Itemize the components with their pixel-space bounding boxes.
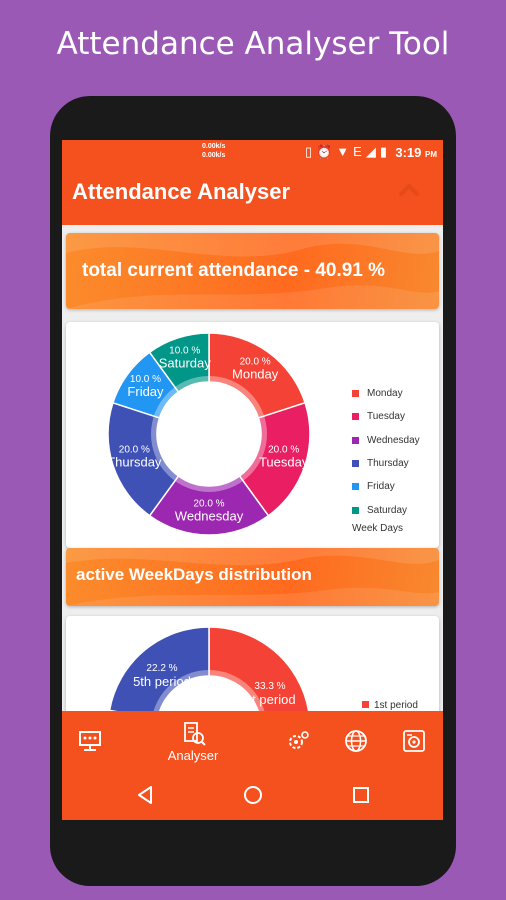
legend-swatch xyxy=(352,460,359,468)
globe-icon xyxy=(345,730,367,752)
legend-item-tuesday: Tuesday xyxy=(352,405,420,428)
clock-time: 3:19 xyxy=(395,145,422,160)
legend-swatch xyxy=(352,483,359,491)
legend-swatch xyxy=(352,506,359,514)
legend-swatch xyxy=(352,390,359,398)
slice-category-label: 1st period xyxy=(238,692,295,707)
slice-category-label: Tuesday xyxy=(259,454,309,469)
legend-label: Friday xyxy=(367,481,395,493)
chevron-up-icon[interactable] xyxy=(397,181,421,197)
nav-settings[interactable] xyxy=(398,711,430,771)
legend-item-saturday: Saturday xyxy=(352,498,420,521)
slice-tuesday[interactable] xyxy=(238,401,311,517)
distribution-banner: active WeekDays distribution xyxy=(66,548,439,606)
monitor-icon xyxy=(79,731,101,751)
app-bar: Attendance Analyser xyxy=(62,165,443,225)
net-down-speed: 0.00k/s xyxy=(202,152,226,159)
legend-label: Tuesday xyxy=(367,411,405,423)
recents-icon[interactable] xyxy=(349,783,373,807)
analyser-icon xyxy=(184,721,206,746)
weekday-legend: Monday Tuesday Wednesday Thursday Friday Satu… xyxy=(352,382,420,534)
slice-value-label: 33.3 % xyxy=(254,681,285,692)
slice-value-label: 10.0 % xyxy=(130,374,161,385)
phone-screen: 0.00k/s 0.00k/s ▯⏰▼E◢▮ 3:19 PM Attendanc… xyxy=(62,140,443,820)
home-icon[interactable] xyxy=(241,783,265,807)
network-speed: 0.00k/s 0.00k/s xyxy=(202,142,225,160)
nav-schedule[interactable] xyxy=(282,711,314,771)
legend-swatch xyxy=(362,701,369,708)
legend-item-thursday: Thursday xyxy=(352,452,420,475)
slice-category-label: Friday xyxy=(127,384,164,399)
battery-icon: ▮ xyxy=(379,144,391,159)
attendance-banner: total current attendance - 40.91 % xyxy=(66,233,439,309)
banner-wave-decoration xyxy=(66,548,439,606)
slice-category-label: Saturday xyxy=(159,355,212,370)
slice-5th-period[interactable] xyxy=(108,626,210,711)
slice-value-label: 20.0 % xyxy=(268,444,299,455)
nav-global[interactable] xyxy=(340,711,372,771)
slice-value-label: 20.0 % xyxy=(193,499,224,510)
distribution-text: active WeekDays distribution xyxy=(76,565,312,584)
clock-ampm: PM xyxy=(425,150,437,159)
slice-category-label: Thursday xyxy=(107,454,162,469)
signal-icon: E◢ xyxy=(353,144,380,159)
alarm-icon: ⏰ xyxy=(316,144,337,159)
legend-swatch xyxy=(352,413,359,421)
slice-value-label: 20.0 % xyxy=(240,356,271,367)
banner-wave-decoration xyxy=(66,233,439,309)
slice-value-label: 10.0 % xyxy=(169,345,200,356)
legend-item-friday: Friday xyxy=(352,475,420,498)
clock: 3:19 PM xyxy=(395,145,437,160)
gear-person-icon xyxy=(289,731,309,749)
legend-label: Saturday xyxy=(367,504,408,516)
bottom-navigation: Analyser xyxy=(62,711,443,771)
legend-item-wednesday: Wednesday xyxy=(352,429,420,452)
period-donut-chart[interactable]: 22.2 %5th period 33.3 %1st period 1st peri… xyxy=(62,616,443,711)
app-title: Attendance Analyser xyxy=(72,179,291,204)
settings-icon xyxy=(403,730,425,752)
slice-saturday[interactable] xyxy=(148,332,210,393)
donut-hole xyxy=(160,677,258,711)
nav-dashboard[interactable] xyxy=(74,711,106,771)
system-navigation-bar xyxy=(62,771,443,820)
slice-category-label: 5th period xyxy=(133,674,191,689)
nav-analyser[interactable]: Analyser xyxy=(158,711,228,771)
donut-inner-ring xyxy=(153,670,265,711)
slice-value-label: 20.0 % xyxy=(119,444,150,455)
slice-category-label: Wednesday xyxy=(175,509,244,524)
promo-title: Attendance Analyser Tool xyxy=(56,26,450,62)
legend-swatch xyxy=(352,436,359,444)
back-icon[interactable] xyxy=(134,783,158,807)
net-up-speed: 0.00k/s xyxy=(202,143,226,150)
legend-item-monday: Monday xyxy=(352,382,420,405)
status-bar: 0.00k/s 0.00k/s ▯⏰▼E◢▮ 3:19 PM xyxy=(62,140,443,165)
donut-inner-ring xyxy=(151,376,267,492)
legend-label: Wednesday xyxy=(367,434,420,446)
legend-title: Week Days xyxy=(352,522,403,534)
donut-hole xyxy=(158,383,260,485)
slice-category-label: Monday xyxy=(232,366,279,381)
vibrate-icon: ▯ xyxy=(304,144,317,159)
legend-label: 1st period xyxy=(374,700,418,711)
wifi-icon: ▼ xyxy=(336,144,354,159)
nav-analyser-label: Analyser xyxy=(167,747,219,763)
slice-monday[interactable] xyxy=(208,332,307,419)
slice-value-label: 22.2 % xyxy=(146,663,177,674)
legend-label: Monday xyxy=(367,388,403,400)
slice-wednesday[interactable] xyxy=(148,475,270,536)
slice-thursday[interactable] xyxy=(107,401,180,517)
status-icons: ▯⏰▼E◢▮ xyxy=(305,144,391,160)
legend-label: Thursday xyxy=(367,458,409,470)
attendance-text: total current attendance - 40.91 % xyxy=(82,260,386,281)
slice-1st-period[interactable] xyxy=(208,626,310,711)
